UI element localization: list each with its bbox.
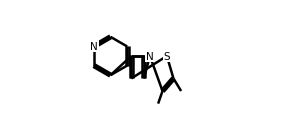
Text: N: N	[146, 52, 154, 61]
Text: N: N	[90, 42, 98, 52]
Text: S: S	[164, 52, 170, 61]
